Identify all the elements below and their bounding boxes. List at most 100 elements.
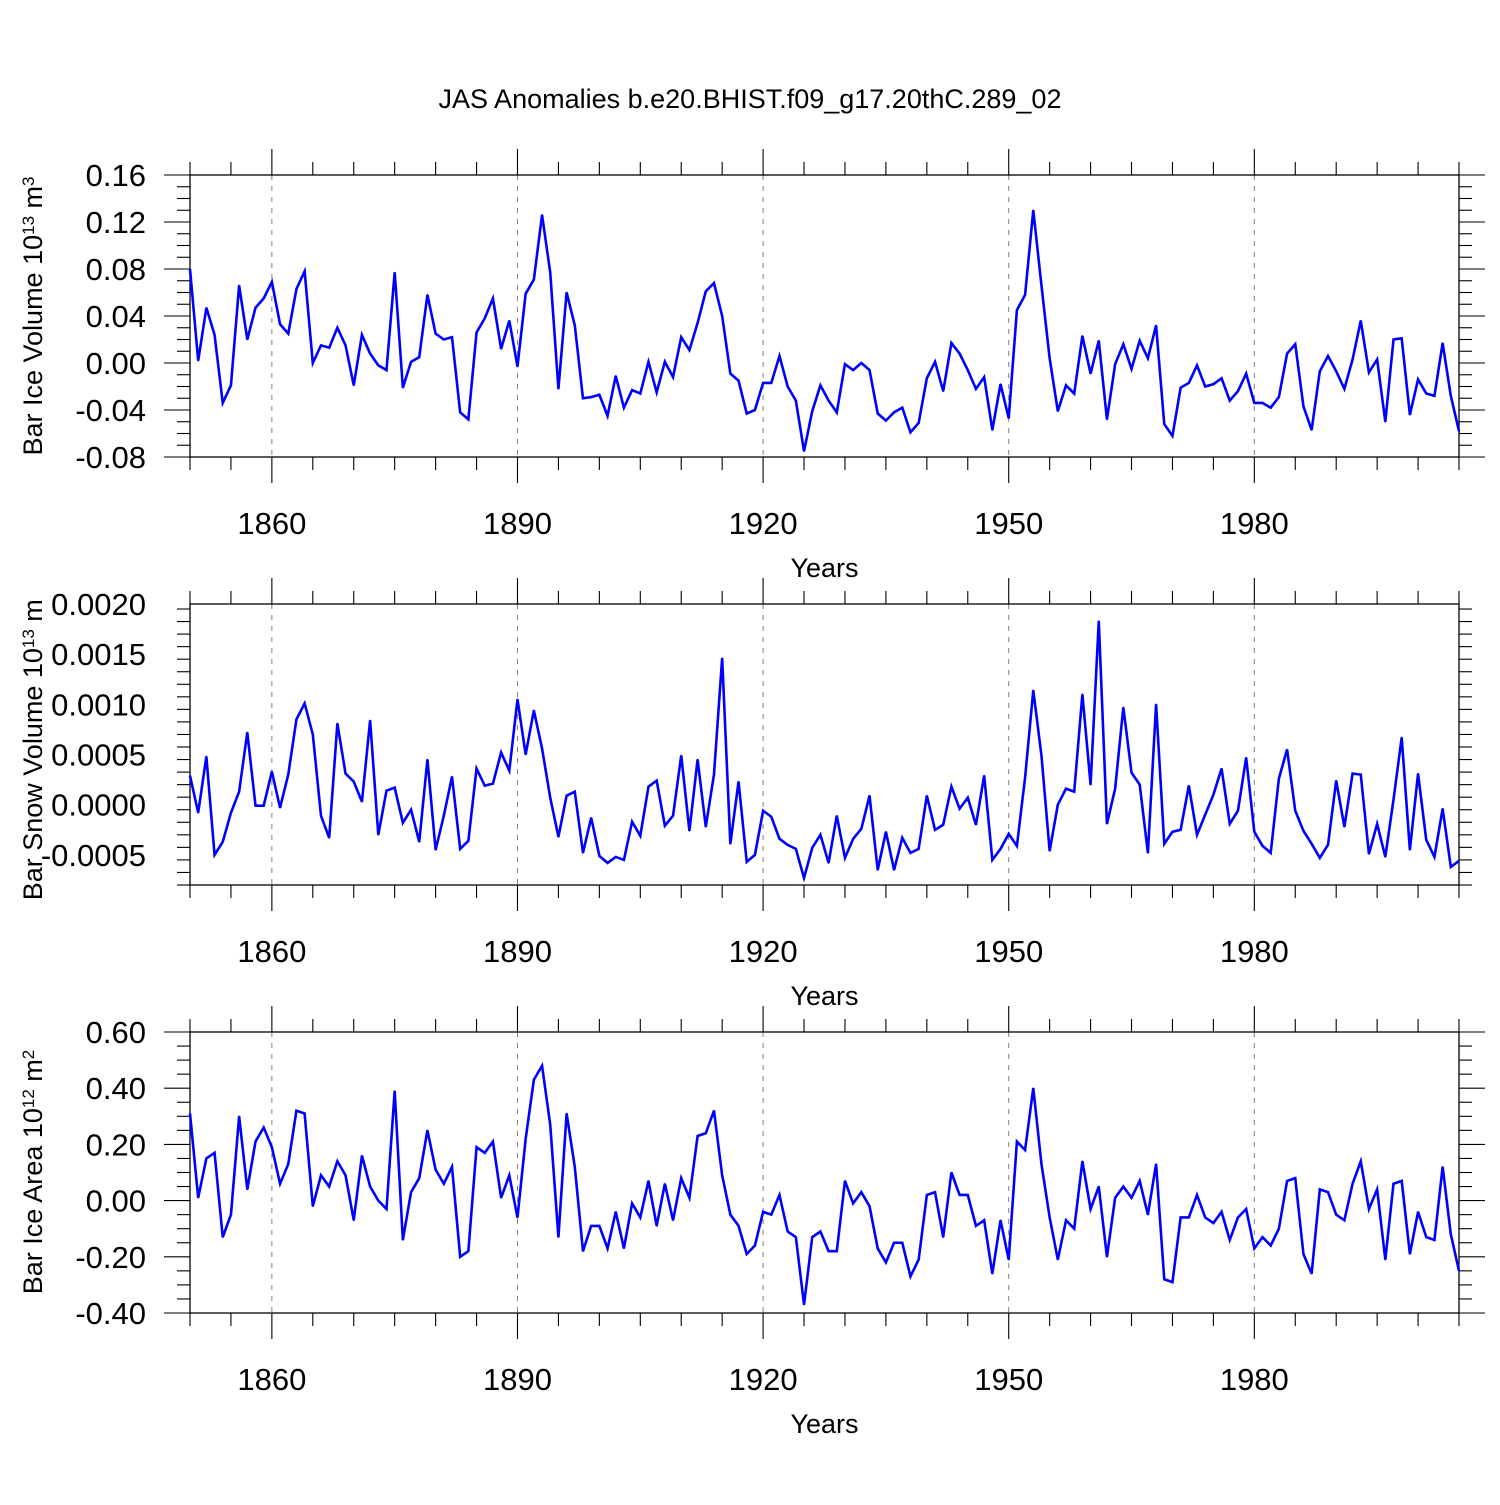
data-point [1106, 822, 1108, 825]
data-point [1245, 1208, 1247, 1210]
data-point [909, 1275, 912, 1278]
panel-ice-area: -0.40 -0.20 0.00 0.20 0.40 0.60 1860 1890 1920 19… [18, 1006, 1485, 1439]
x-tick-label: 1950 [974, 1362, 1043, 1397]
data-point [1400, 337, 1403, 340]
data-point [369, 719, 371, 722]
data-point [868, 1205, 871, 1208]
data-point [582, 1250, 584, 1252]
data-point [352, 384, 355, 387]
data-point [328, 346, 330, 349]
data-point [541, 1064, 543, 1067]
data-point [893, 1241, 895, 1244]
data-point [1425, 839, 1428, 841]
data-point [1359, 1160, 1362, 1163]
data-point [557, 388, 560, 390]
x-tick-label: 1980 [1220, 506, 1289, 541]
data-point [1261, 845, 1264, 847]
data-point [1294, 809, 1297, 812]
data-point [475, 331, 478, 334]
data-point [1122, 343, 1125, 346]
data-point [1351, 358, 1354, 361]
data-point [721, 657, 723, 659]
data-point [737, 1225, 740, 1227]
data-point [606, 415, 609, 417]
data-point [1359, 773, 1362, 776]
data-point [1188, 382, 1190, 384]
data-point [361, 800, 363, 803]
data-point [1057, 410, 1059, 412]
x-tick-label: 1890 [483, 506, 552, 541]
y-axis-label: Bar Ice Area 1012 m2 [18, 1050, 48, 1295]
data-point [1400, 1180, 1403, 1182]
data-point [745, 861, 748, 863]
data-point [975, 388, 977, 390]
data-point [819, 834, 822, 836]
data-point [352, 780, 355, 783]
x-axis-label: Years [790, 1409, 858, 1439]
panel-snow-volume: -0.0005 0.0000 0.0005 0.0010 0.0015 0.0020 186… [18, 578, 1472, 1011]
data-point [1335, 370, 1337, 373]
data-point [754, 854, 756, 856]
panel-ice-volume: -0.08 -0.04 0.00 0.04 0.08 0.12 0.16 1860 1890 19… [18, 149, 1485, 583]
data-point [745, 412, 748, 415]
data-point [827, 862, 830, 864]
data-point [696, 758, 699, 761]
data-point [590, 396, 592, 398]
data-point [1409, 413, 1411, 416]
data-point [844, 1180, 846, 1182]
y-tick-label: 0.00 [86, 1184, 146, 1219]
data-point [1163, 843, 1166, 845]
data-point [262, 297, 265, 300]
data-point [369, 352, 371, 355]
data-point [1016, 1140, 1018, 1143]
data-point [811, 410, 814, 412]
data-point [549, 1123, 552, 1126]
data-point [901, 406, 904, 409]
data-point [1327, 1191, 1329, 1193]
data-point [1204, 813, 1206, 816]
data-point [443, 814, 445, 817]
data-point [1155, 1163, 1157, 1165]
data-point [1196, 1194, 1198, 1196]
data-point [639, 835, 642, 837]
data-point [254, 1140, 257, 1143]
x-tick-label: 1950 [974, 934, 1043, 969]
data-point [786, 1230, 789, 1233]
data-point [189, 268, 191, 270]
data-point [1007, 417, 1010, 420]
data-point [533, 709, 535, 712]
data-point [279, 806, 281, 809]
data-point [1188, 784, 1190, 787]
data-point [852, 369, 854, 371]
data-point [402, 386, 404, 389]
data-point [246, 338, 249, 341]
data-point [942, 823, 945, 826]
data-point [1040, 754, 1043, 757]
data-point [1171, 435, 1174, 437]
data-point [459, 1256, 461, 1258]
data-point [410, 1191, 412, 1193]
data-point [917, 422, 920, 424]
data-point [1310, 1272, 1313, 1275]
data-point [639, 392, 642, 395]
data-point [729, 1213, 732, 1216]
data-point [762, 809, 764, 812]
data-point [1433, 1239, 1436, 1241]
data-point [983, 774, 985, 777]
data-point [238, 284, 240, 287]
data-point [393, 271, 396, 274]
data-point [524, 1137, 527, 1140]
x-tick-label: 1860 [237, 934, 306, 969]
data-point [1097, 620, 1100, 622]
y-tick-label: 0.12 [86, 205, 146, 240]
data-point [287, 773, 290, 776]
data-point [565, 794, 568, 797]
data-point [1097, 339, 1100, 342]
data-point [516, 1216, 519, 1219]
data-point [704, 825, 707, 828]
data-point [1458, 1270, 1460, 1272]
data-point [254, 804, 257, 807]
data-point [1278, 777, 1280, 780]
data-point [500, 348, 502, 350]
